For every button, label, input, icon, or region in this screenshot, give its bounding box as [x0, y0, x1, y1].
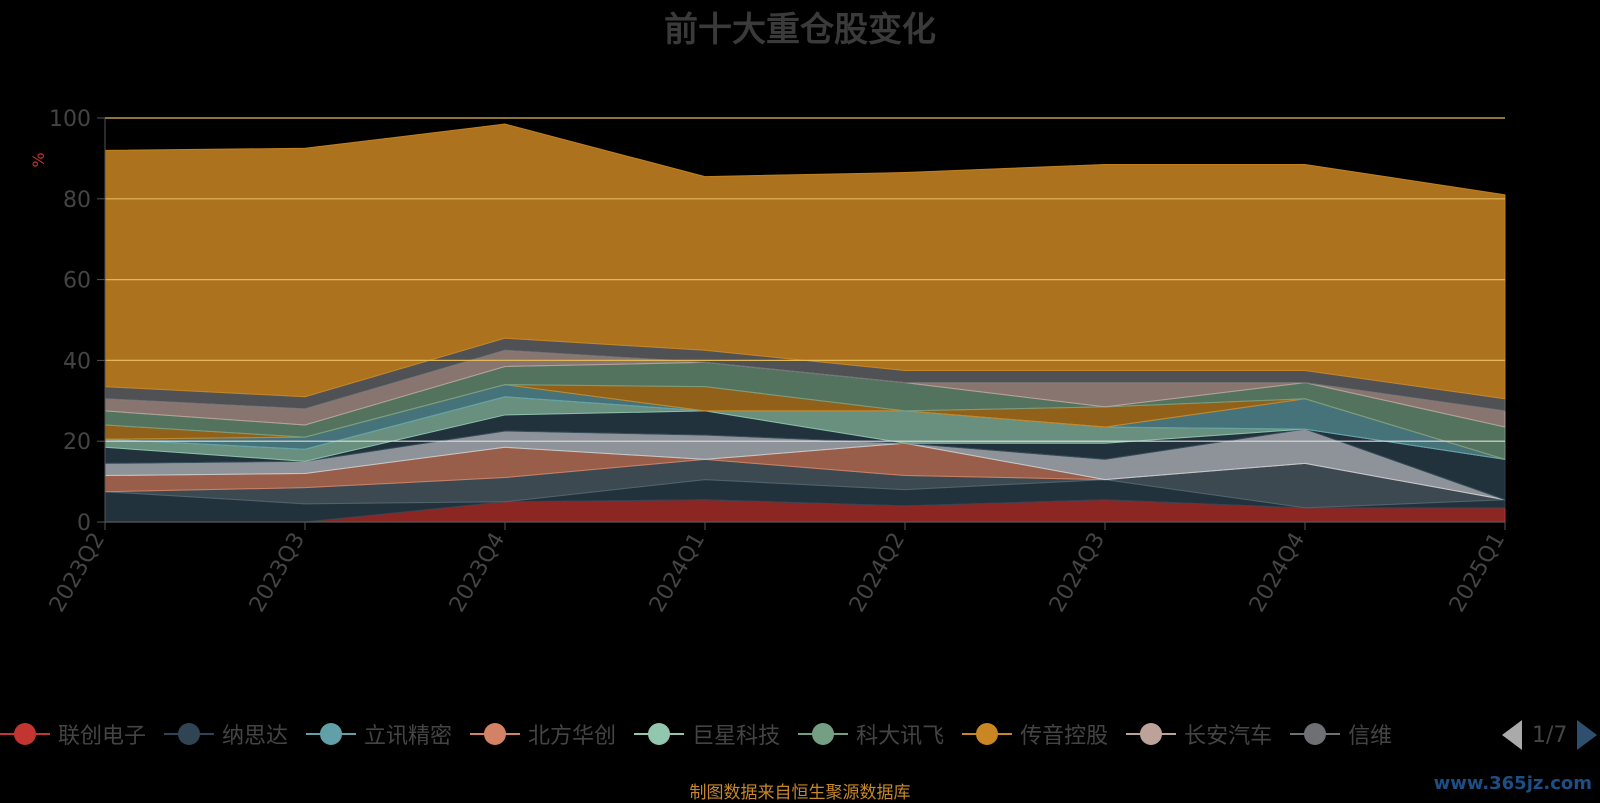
y-tick-label: 20: [63, 430, 91, 455]
legend-item[interactable]: 北方华创: [470, 716, 616, 752]
legend-marker-icon: [0, 722, 50, 746]
legend-item[interactable]: 传音控股: [962, 716, 1108, 752]
legend-item[interactable]: 纳思达: [164, 716, 288, 752]
legend: 联创电子 纳思达 立讯精密 北方华创 巨星科技 科大讯飞 传音控股 长安汽车 信维: [0, 716, 1480, 752]
x-tick-label: 2025Q1: [1445, 529, 1510, 617]
watermark: www.365jz.com: [1433, 773, 1592, 794]
legend-label: 长安汽车: [1184, 724, 1273, 749]
legend-label: 北方华创: [528, 724, 617, 749]
x-tick-label: 2023Q3: [245, 529, 310, 617]
next-page-icon[interactable]: [1577, 720, 1598, 750]
legend-label: 纳思达: [222, 724, 289, 749]
legend-pager: 1/7: [1502, 720, 1598, 750]
x-tick-label: 2024Q2: [845, 529, 910, 617]
legend-marker-icon: [634, 722, 685, 746]
legend-item[interactable]: 巨星科技: [634, 716, 780, 752]
x-tick-label: 2023Q4: [445, 529, 510, 617]
legend-label: 联创电子: [58, 724, 147, 749]
legend-item[interactable]: 信维: [1290, 716, 1392, 752]
y-tick-label: 60: [63, 269, 91, 294]
area-layers: [104, 123, 1506, 523]
legend-item[interactable]: 科大讯飞: [798, 716, 944, 752]
x-tick-label: 2024Q1: [645, 529, 710, 617]
legend-label: 信维: [1348, 724, 1393, 749]
x-tick-label: 2024Q3: [1045, 529, 1110, 617]
prev-page-icon[interactable]: [1502, 720, 1522, 750]
legend-page-indicator: 1/7: [1532, 722, 1568, 748]
chart-title: 前十大重仓股变化: [664, 10, 936, 50]
y-tick-label: 100: [49, 107, 91, 132]
chart-area: 0 20 40 60 80 100% 2023Q2 2023Q3 2023Q4 2024Q1 202…: [29, 107, 1510, 617]
x-tick-label: 2024Q4: [1245, 529, 1310, 617]
legend-item[interactable]: 立讯精密: [306, 716, 452, 752]
legend-item[interactable]: 联创电子: [0, 716, 146, 752]
legend-marker-icon: [798, 722, 849, 746]
legend-marker-icon: [1290, 722, 1341, 746]
data-source-note: 制图数据来自恒生聚源数据库: [689, 783, 911, 803]
y-tick-label: 0: [77, 511, 91, 536]
legend-item[interactable]: 长安汽车: [1126, 716, 1272, 752]
legend-label: 巨星科技: [692, 724, 781, 749]
legend-label: 科大讯飞: [856, 724, 945, 749]
legend-marker-icon: [470, 722, 521, 746]
legend-label: 立讯精密: [364, 724, 453, 749]
y-tick-label: 80: [63, 188, 91, 213]
y-axis-label: %: [29, 152, 48, 167]
legend-marker-icon: [1126, 722, 1177, 746]
y-tick-label: 40: [63, 349, 91, 374]
x-tick-label: 2023Q2: [45, 529, 110, 617]
legend-marker-icon: [962, 722, 1013, 746]
legend-marker-icon: [164, 722, 215, 746]
area-layer: [104, 123, 1506, 400]
legend-label: 传音控股: [1020, 724, 1109, 749]
legend-marker-icon: [306, 722, 357, 746]
